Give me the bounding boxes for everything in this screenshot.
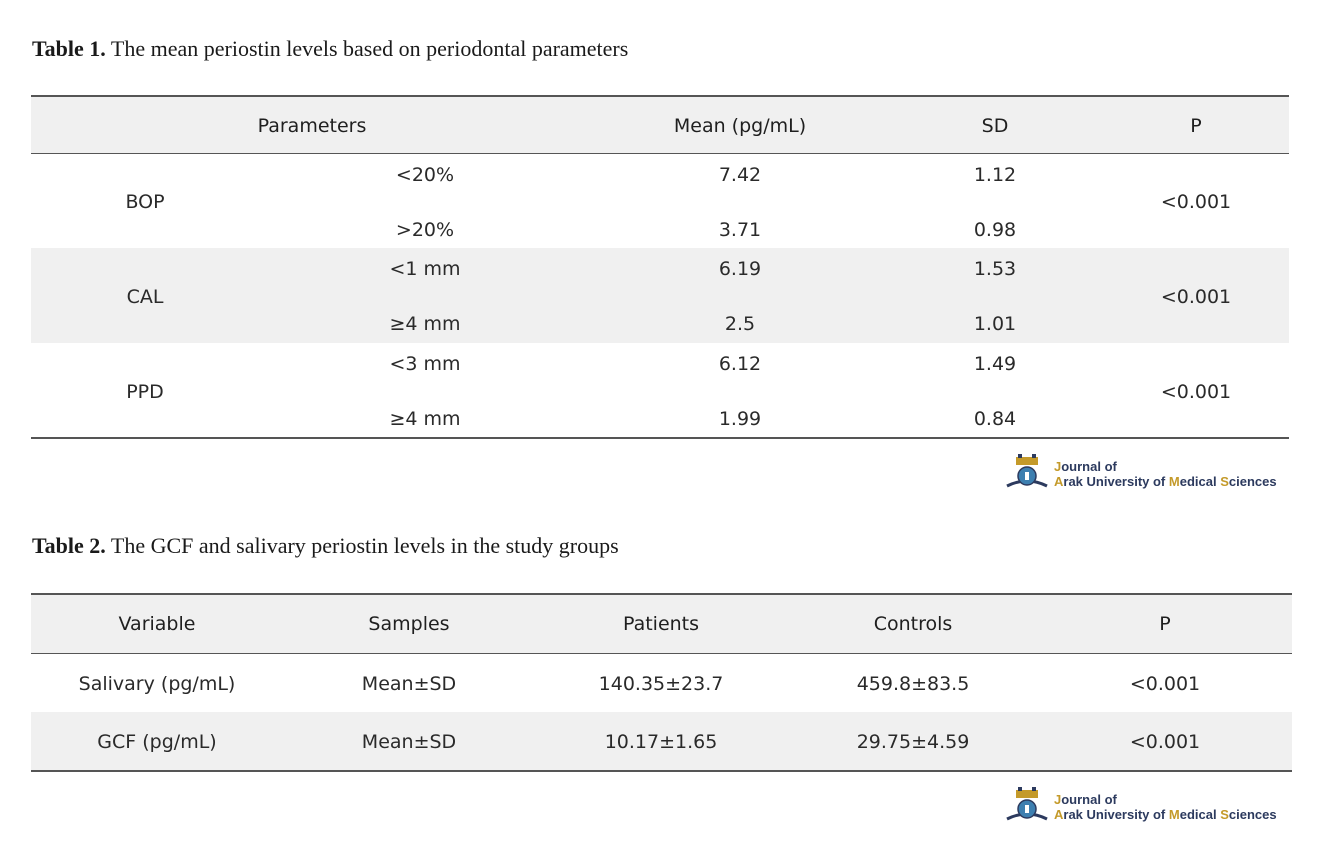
table1-sub: ≥4 mm [389,313,461,335]
table1-top-rule [31,95,1289,97]
table1-p: <0.001 [1160,191,1232,213]
table1-p: <0.001 [1160,381,1232,403]
table2-p: <0.001 [1129,731,1201,753]
journal-logo: Journal of Arak University of Medical Sc… [1004,785,1294,829]
logo-text: ournal of [1061,792,1117,807]
table1-mean: 3.71 [718,219,762,241]
table1-group-cal: CAL [126,286,164,308]
table2-header-variable: Variable [118,613,196,635]
table2-patients: 10.17±1.65 [604,731,718,753]
journal-emblem-icon [1006,454,1048,488]
table1-group-bop: BOP [125,191,165,213]
table1-caption-text: The mean periostin levels based on perio… [110,36,629,61]
table2-bottom-rule [31,770,1292,772]
table2-header-band [31,595,1292,653]
table2-samples: Mean±SD [361,731,457,753]
table1-sd: 1.01 [973,313,1017,335]
table1-sd: 0.98 [973,219,1017,241]
logo-letter: A [1054,807,1064,822]
logo-text: rak University of [1063,474,1169,489]
table2-caption-label: Table 2. [32,533,106,558]
table1-caption: Table 1. The mean periostin levels based… [32,36,628,62]
table2-variable: GCF (pg/mL) [97,731,217,753]
table1-header-sd: SD [981,115,1009,137]
table1-header-mean: Mean (pg/mL) [673,115,807,137]
table2-p: <0.001 [1129,673,1201,695]
table1-sub: <1 mm [389,258,461,280]
table1-mean: 6.12 [718,353,762,375]
table2-controls: 459.8±83.5 [856,673,970,695]
table2-header-samples: Samples [368,613,450,635]
table2-caption-text: The GCF and salivary periostin levels in… [110,533,619,558]
logo-letter: M [1168,474,1180,489]
journal-emblem-icon [1006,787,1048,821]
table1-sub: >20% [395,219,455,241]
journal-logo: Journal of Arak University of Medical Sc… [1004,452,1294,496]
table1-sd: 1.53 [973,258,1017,280]
table1-sub: <3 mm [389,353,461,375]
logo-letter: M [1168,807,1180,822]
table2-top-rule [31,593,1292,595]
table2-row-band-gcf [31,712,1292,770]
table1-sub: <20% [395,164,455,186]
table2-caption: Table 2. The GCF and salivary periostin … [32,533,619,559]
logo-text: edical [1179,807,1221,822]
table1-mean: 2.5 [724,313,756,335]
table1-caption-label: Table 1. [32,36,106,61]
table1-sub: ≥4 mm [389,408,461,430]
table1-header-band [31,97,1289,153]
table1-sd: 1.49 [973,353,1017,375]
table1-header-parameters: Parameters [257,115,367,137]
table1-group-ppd: PPD [126,381,164,403]
logo-letter: J [1054,459,1062,474]
logo-text: edical [1179,474,1221,489]
table1-header-rule [31,153,1289,154]
table1-header-p: P [1190,115,1202,137]
logo-text: ciences [1228,474,1277,489]
table2-header-patients: Patients [622,613,700,635]
table2-header-controls: Controls [873,613,953,635]
table2-samples: Mean±SD [361,673,457,695]
table1-mean: 1.99 [718,408,762,430]
table2-header-rule [31,653,1292,654]
logo-text: rak University of [1063,807,1169,822]
logo-text: ciences [1228,807,1277,822]
table2-header-p: P [1159,613,1171,635]
logo-text: ournal of [1061,459,1117,474]
table2-patients: 140.35±23.7 [598,673,724,695]
table2-variable: Salivary (pg/mL) [78,673,236,695]
table1-sd: 1.12 [973,164,1017,186]
table2-controls: 29.75±4.59 [856,731,970,753]
logo-letter: S [1220,474,1229,489]
table1-sd: 0.84 [973,408,1017,430]
table1-mean: 6.19 [718,258,762,280]
table1-mean: 7.42 [718,164,762,186]
logo-letter: A [1054,474,1064,489]
table1-bottom-rule [31,437,1289,439]
logo-letter: S [1220,807,1229,822]
table1-row-band-cal [31,248,1289,343]
logo-letter: J [1054,792,1062,807]
table1-p: <0.001 [1160,286,1232,308]
